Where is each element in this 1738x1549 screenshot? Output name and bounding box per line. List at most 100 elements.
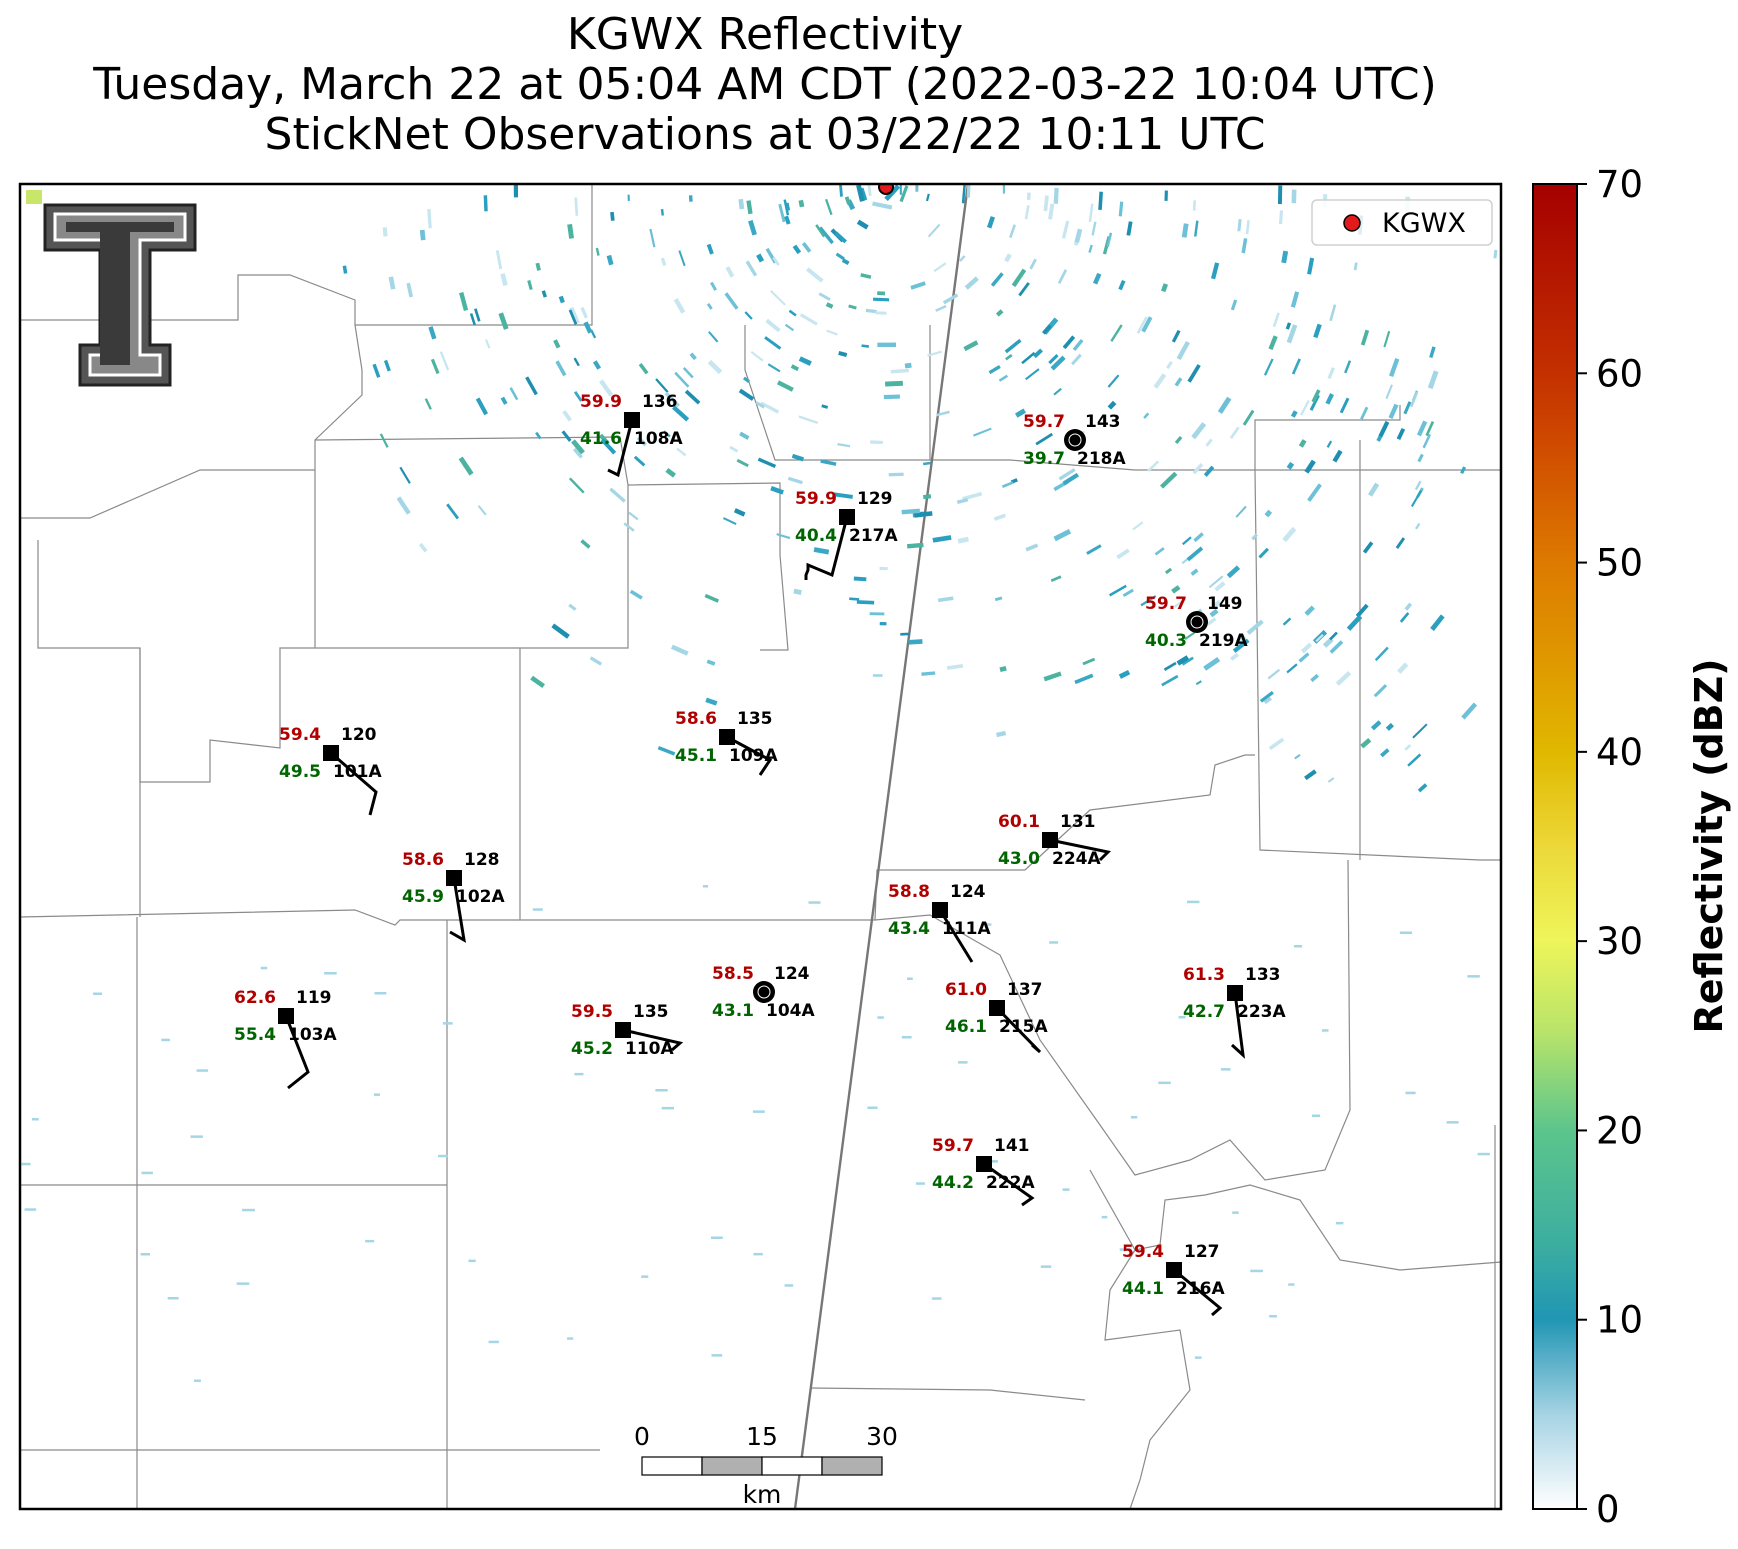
echo-pixel	[379, 433, 389, 448]
echo-pixel	[1360, 406, 1369, 420]
echo-pixel	[600, 438, 617, 455]
station-temperature: 58.6	[675, 709, 717, 729]
station-temperature: 59.5	[571, 1002, 613, 1022]
echo-pixel	[1389, 357, 1400, 378]
echo-pixel	[839, 184, 843, 197]
echo-pixel	[1307, 257, 1315, 275]
echo-pixel	[541, 290, 547, 298]
echo-pixel	[993, 513, 1006, 521]
station-wind-direction: 128	[464, 850, 500, 870]
echo-pixel	[141, 1171, 153, 1175]
echo-pixel	[907, 977, 913, 980]
echo-pixel	[1312, 1114, 1321, 1117]
station-marker	[615, 1022, 631, 1038]
echo-pixel	[580, 307, 588, 319]
echo-pixel	[786, 202, 791, 211]
echo-pixel	[702, 885, 709, 888]
echo-pixel	[1294, 753, 1301, 760]
echo-pixel	[509, 387, 519, 401]
echo-pixel	[1241, 238, 1248, 254]
echo-pixel	[1282, 526, 1297, 543]
echo-pixel	[167, 1297, 179, 1300]
echo-pixel	[709, 281, 718, 291]
echo-pixel	[1126, 221, 1133, 236]
echo-pixel	[925, 193, 930, 202]
echo-pixel	[388, 276, 396, 290]
title-line-2: Tuesday, March 22 at 05:04 AM CDT (2022-…	[93, 59, 1437, 110]
echo-pixel	[1181, 223, 1189, 238]
echo-pixel	[660, 257, 667, 267]
echo-pixel	[995, 309, 1004, 317]
echo-pixel	[860, 273, 872, 279]
echo-pixel	[1329, 631, 1338, 641]
echo-pixel	[835, 252, 845, 261]
echo-pixel	[706, 243, 714, 255]
echo-pixel	[439, 351, 450, 371]
echo-pixel	[1178, 1016, 1186, 1019]
echo-pixel	[826, 329, 838, 336]
station-104A: 58.5 124 43.1 104A	[712, 964, 815, 1021]
echo-pixel	[1011, 268, 1027, 288]
echo-pixel	[599, 379, 614, 397]
echo-pixel	[1209, 608, 1219, 618]
echo-pixel	[672, 405, 690, 422]
echo-pixel	[1378, 420, 1390, 438]
echo-pixel	[535, 262, 541, 271]
echo-pixel	[931, 1297, 942, 1300]
echo-pixel	[1035, 432, 1054, 446]
station-dewpoint: 40.4	[795, 526, 837, 546]
echo-pixel	[725, 266, 735, 278]
echo-pixel	[1088, 203, 1094, 223]
echo-pixel	[1053, 528, 1072, 542]
legend: KGWX	[1311, 199, 1493, 246]
station-109A: 58.6 135 45.1 109A	[675, 709, 778, 776]
station-wind-direction: 135	[737, 709, 773, 729]
station-id: 110A	[625, 1039, 674, 1059]
echo-pixel	[853, 576, 867, 582]
echo-pixel	[610, 211, 615, 221]
station-dewpoint: 45.1	[675, 746, 717, 766]
station-219A: 59.7 149 40.3 219A	[1145, 594, 1248, 651]
echo-pixel	[1161, 674, 1179, 687]
station-wind-direction: 141	[994, 1136, 1030, 1156]
echo-pixel	[1269, 1315, 1277, 1318]
station-102A: 58.6 128 45.9 102A	[402, 850, 505, 943]
echo-pixel	[1118, 279, 1126, 291]
echo-pixel	[704, 593, 720, 603]
echo-pixel	[665, 467, 676, 478]
echo-pixel	[872, 674, 883, 677]
echo-pixel	[724, 292, 739, 310]
echo-pixel	[790, 364, 800, 372]
echo-pixel	[1291, 189, 1297, 204]
echo-pixel	[776, 533, 791, 540]
echo-pixel	[901, 508, 921, 515]
echo-pixel	[469, 313, 476, 326]
echo-pixel	[1071, 353, 1082, 366]
kgwx-radar-marker	[878, 184, 894, 195]
echo-pixel	[1190, 568, 1199, 576]
echo-pixel	[1417, 783, 1428, 793]
echo-pixel	[638, 362, 649, 375]
echo-pixel	[1268, 737, 1285, 751]
map-background	[20, 184, 1501, 1509]
echo-pixel	[1407, 753, 1422, 767]
echo-pixel	[856, 184, 865, 202]
echo-pixel	[530, 675, 545, 689]
wind-barb	[449, 877, 466, 943]
echo-pixel	[657, 746, 676, 756]
echo-pixel	[1327, 367, 1335, 380]
echo-pixel	[1171, 329, 1181, 343]
echo-pixel	[1101, 1215, 1108, 1219]
echo-pixel	[1325, 393, 1334, 405]
wind-barb	[284, 1015, 310, 1090]
station-id: 222A	[986, 1173, 1035, 1193]
echo-pixel	[767, 363, 781, 373]
echo-pixel	[1399, 612, 1410, 623]
echo-pixel	[901, 1036, 912, 1039]
echo-pixel	[1122, 588, 1134, 598]
echo-pixel	[723, 517, 737, 526]
echo-pixel	[500, 273, 508, 286]
echo-pixel	[1416, 420, 1428, 437]
station-dewpoint: 43.4	[888, 919, 930, 939]
